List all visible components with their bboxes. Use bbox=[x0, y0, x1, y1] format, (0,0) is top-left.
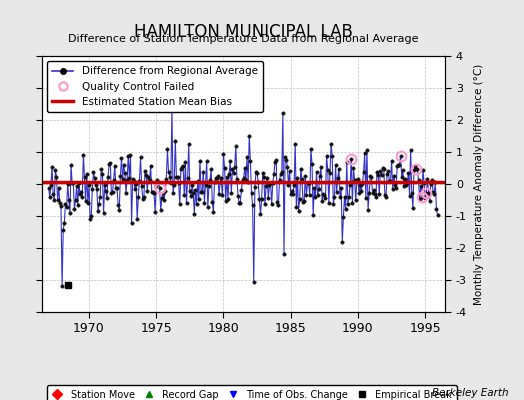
Y-axis label: Monthly Temperature Anomaly Difference (°C): Monthly Temperature Anomaly Difference (… bbox=[474, 63, 484, 305]
Text: Difference of Station Temperature Data from Regional Average: Difference of Station Temperature Data f… bbox=[69, 34, 419, 44]
Legend: Station Move, Record Gap, Time of Obs. Change, Empirical Break: Station Move, Record Gap, Time of Obs. C… bbox=[47, 385, 457, 400]
Title: HAMILTON MUNICIPAL LAB: HAMILTON MUNICIPAL LAB bbox=[134, 22, 353, 40]
Text: Berkeley Earth: Berkeley Earth bbox=[432, 388, 508, 398]
